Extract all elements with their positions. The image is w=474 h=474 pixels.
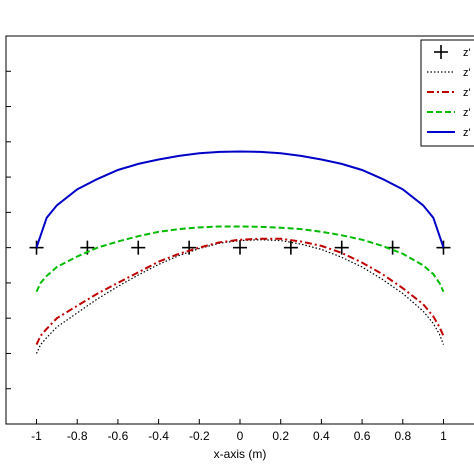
x-tick-label: 0.2 <box>272 429 289 443</box>
x-tick-label: -0.2 <box>189 429 210 443</box>
x-tick-label: 0.8 <box>394 429 411 443</box>
series-4-line <box>35 150 445 248</box>
legend: z' z' z' z' z' <box>420 39 474 147</box>
series-0-marker <box>233 240 247 255</box>
legend-label-3: z' <box>463 107 471 119</box>
series-0-marker <box>131 240 146 255</box>
x-tick-label: -0.6 <box>108 429 129 443</box>
x-tick-label: -0.8 <box>67 429 88 443</box>
legend-label-2: z' <box>463 87 471 99</box>
x-tick-label: 0.4 <box>313 429 330 443</box>
axis-ticks: -1 -0.8 -0.6 -0.4 -0.2 0 0.2 0.4 0.6 0.8 1 <box>6 70 447 443</box>
x-tick-label: 0 <box>237 429 244 443</box>
series-2-line <box>35 237 445 346</box>
x-tick-label: 1 <box>440 429 447 443</box>
series-0-marker <box>334 240 349 255</box>
series-0-marker <box>29 240 44 255</box>
series-layer <box>29 150 451 354</box>
legend-label-0: z' <box>463 47 471 59</box>
x-tick-label: 0.6 <box>354 429 371 443</box>
legend-label-1: z' <box>463 67 471 79</box>
legend-label-4: z' <box>463 127 471 139</box>
series-1-line <box>35 239 445 354</box>
series-3-line <box>35 225 445 293</box>
legend-sample-0 <box>434 45 448 59</box>
plot-frame <box>5 35 474 425</box>
series-0-marker <box>436 240 451 255</box>
series-0-marker <box>283 240 298 255</box>
x-axis-label: x-axis (m) <box>214 447 267 461</box>
x-tick-label: -0.4 <box>148 429 169 443</box>
x-tick-label: -1 <box>31 429 42 443</box>
